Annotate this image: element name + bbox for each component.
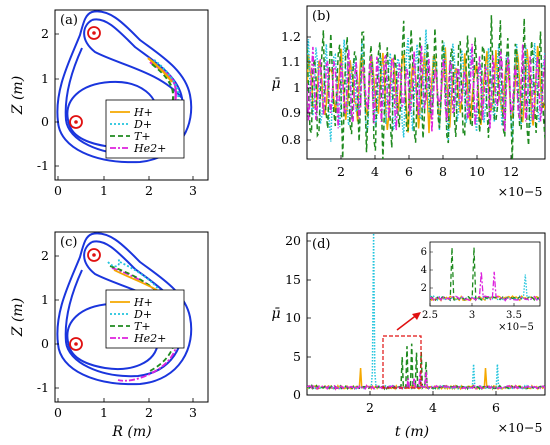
panel-a-ytick-label: 1 <box>41 71 49 86</box>
panel-c-label: (c) <box>60 235 77 250</box>
panel-d-inset-xtick-label: 3.5 <box>506 310 522 321</box>
panel-c-ticks <box>55 255 194 402</box>
panel-a-legend-entry: D+ <box>133 118 152 131</box>
panel-d-ytick-label: 5 <box>293 349 301 364</box>
panel-b-xtick-label: 6 <box>405 164 413 179</box>
panel-c-coil-upper <box>87 248 101 262</box>
panel-b-ylabel: μ̄ <box>271 76 280 92</box>
panel-d-xtick-label: 4 <box>429 400 437 415</box>
panel-b-ytick-label: 0.8 <box>281 132 301 147</box>
panel-c-legend-entry: H+ <box>133 296 153 309</box>
panel-c-ytick-label: -1 <box>37 380 49 395</box>
panel-c-legend-entry: He2+ <box>133 332 166 345</box>
panel-b <box>306 5 546 160</box>
panel-d-inset-series-line <box>430 274 540 302</box>
panel-b-ytick-label: 0.9 <box>281 105 301 120</box>
panel-c-xtick-label: 3 <box>189 405 197 420</box>
panel-a-legend-entry: T+ <box>134 130 151 143</box>
panel-b-x-multiplier: ×10−5 <box>498 184 543 199</box>
panel-d-inset <box>429 241 541 307</box>
panel-b-label: (b) <box>312 9 330 24</box>
panel-b-xtick-label: 4 <box>371 164 379 179</box>
panel-c-ylabel: Z (m) <box>10 298 26 337</box>
panel-a-ticks <box>55 33 194 180</box>
panel-d-ticks <box>307 240 497 396</box>
panel-d <box>306 232 546 396</box>
panel-c-legend-entry: T+ <box>134 320 151 333</box>
panel-d-inset-series-line <box>430 271 540 302</box>
panel-c-xlabel: R (m) <box>111 424 151 440</box>
panel-a-ytick-label: -1 <box>37 158 49 173</box>
panel-c-legend-entry: D+ <box>133 308 152 321</box>
panel-d-ytick-label: 15 <box>285 272 301 287</box>
panel-c-ytick-label: 0 <box>41 336 49 351</box>
panel-d-zoom-box <box>382 335 422 389</box>
panel-d-series-line <box>307 371 545 391</box>
panel-c-xtick-label: 1 <box>100 405 108 420</box>
panel-d-inset-xtick-label: 2.5 <box>422 310 438 321</box>
panel-c-coil-lower <box>69 337 83 351</box>
panel-b-ytick-label: 1 <box>293 80 301 95</box>
panel-a-legend <box>105 99 185 159</box>
panel-a-ytick-label: 2 <box>41 26 49 41</box>
panel-d-inset-xtick-label: 3 <box>469 310 475 321</box>
panel-d-xtick-label: 6 <box>492 400 500 415</box>
panel-d-inset-x-multiplier: ×10−5 <box>498 322 534 333</box>
panel-b-xtick-label: 10 <box>469 164 485 179</box>
panel-c-ytick-label: 1 <box>41 292 49 307</box>
panel-b-xtick-label: 12 <box>503 164 519 179</box>
panel-b-series-line <box>307 43 545 133</box>
panel-d-xtick-label: 2 <box>366 400 374 415</box>
panel-b-xtick-label: 8 <box>439 164 447 179</box>
panel-c-xtick-label: 0 <box>54 405 62 420</box>
panel-b-series-line <box>307 15 545 159</box>
panel-c <box>54 231 209 403</box>
panel-c-plasma-boundary <box>56 232 193 386</box>
panel-d-x-multiplier: ×10−5 <box>498 420 543 435</box>
panel-a-coil-lower <box>69 115 83 129</box>
panel-a <box>54 9 209 181</box>
panel-a-xtick-label: 1 <box>100 183 108 198</box>
panel-b-series <box>307 15 545 159</box>
panel-a-coil-upper <box>87 26 101 40</box>
panel-b-ytick-label: 1.1 <box>281 54 301 69</box>
panel-d-ytick-label: 20 <box>285 233 301 248</box>
panel-a-ylabel: Z (m) <box>10 76 26 115</box>
panel-a-legend-entry: He2+ <box>133 142 166 155</box>
panel-a-xtick-label: 2 <box>145 183 153 198</box>
panel-c-ytick-label: 2 <box>41 248 49 263</box>
panel-d-label: (d) <box>312 237 330 252</box>
panel-d-inset-ytick-label: 4 <box>421 265 427 276</box>
panel-d-inset-ytick-label: 2 <box>421 283 427 294</box>
panel-d-ytick-label: 10 <box>285 310 301 325</box>
panel-b-ytick-label: 1.2 <box>281 29 301 44</box>
panel-d-inset-ticks <box>429 251 515 306</box>
panel-a-xtick-label: 3 <box>189 183 197 198</box>
panel-b-ticks <box>307 36 512 159</box>
panel-c-xtick-label: 2 <box>145 405 153 420</box>
panel-d-ylabel: μ̄ <box>271 306 280 322</box>
panel-a-label: (a) <box>60 13 78 28</box>
panel-d-ytick-label: 0 <box>293 387 301 402</box>
panel-d-inset-series <box>430 247 540 302</box>
panel-c-legend <box>105 289 185 349</box>
panel-a-legend-entry: H+ <box>133 106 153 119</box>
panel-d-zoom-arrow <box>396 312 421 331</box>
panel-a-ytick-label: 0 <box>41 114 49 129</box>
panel-a-xtick-label: 0 <box>54 183 62 198</box>
panel-d-series <box>307 233 545 391</box>
panel-d-inset-ytick-label: 6 <box>421 247 427 258</box>
panel-d-xlabel: t (m) <box>395 424 429 440</box>
panel-b-xtick-label: 2 <box>337 164 345 179</box>
